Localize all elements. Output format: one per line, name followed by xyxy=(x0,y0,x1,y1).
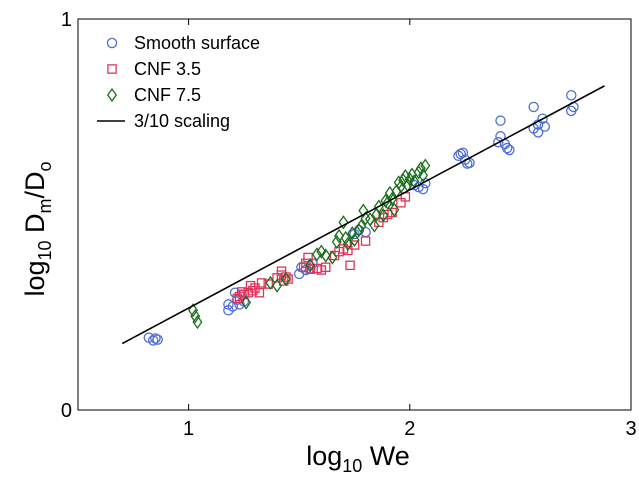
axis-ticks: 1 2 3 0 1 xyxy=(61,9,637,440)
legend-marker xyxy=(106,37,118,49)
y-tick-label: 0 xyxy=(61,400,72,422)
data-point xyxy=(387,191,398,206)
data-point xyxy=(316,244,327,259)
legend-label: CNF 3.5 xyxy=(134,59,201,79)
y-axis-label: log10 Dm/Do xyxy=(20,161,55,296)
data-point xyxy=(495,115,506,126)
data-point xyxy=(369,218,380,233)
data-point xyxy=(360,236,371,246)
data-point xyxy=(353,223,364,238)
data-point xyxy=(188,303,199,318)
data-point xyxy=(501,142,513,154)
legend: Smooth surface CNF 3.5 CNF 7.5 3/10 scaling xyxy=(97,33,260,131)
data-point xyxy=(190,309,201,324)
data-point xyxy=(349,232,360,248)
data-point xyxy=(305,264,316,274)
data-point xyxy=(566,89,577,101)
data-point xyxy=(272,278,283,293)
data-point xyxy=(342,236,353,251)
data-point xyxy=(389,202,400,217)
data-point xyxy=(539,121,550,132)
x-axis-label: log10 We xyxy=(306,441,410,476)
data-point xyxy=(245,280,256,291)
data-point xyxy=(415,161,426,176)
data-point xyxy=(338,215,349,230)
data-point xyxy=(413,165,424,180)
data-point xyxy=(528,101,539,113)
legend-marker xyxy=(107,64,117,74)
data-point xyxy=(327,250,338,265)
data-point xyxy=(349,240,360,250)
data-point xyxy=(265,275,276,291)
axis-label-text: We xyxy=(362,441,410,471)
data-point xyxy=(345,260,355,271)
scaling-line xyxy=(121,85,605,345)
legend-marker xyxy=(107,87,117,103)
data-point xyxy=(234,299,245,310)
legend-label: 3/10 scaling xyxy=(134,111,230,131)
axis-label-text: log xyxy=(306,441,342,471)
data-point xyxy=(241,295,252,310)
data-point xyxy=(236,287,247,297)
x-tick-label: 3 xyxy=(625,418,636,440)
data-point xyxy=(150,333,161,344)
data-point xyxy=(504,144,515,156)
data-point xyxy=(334,228,345,244)
data-point xyxy=(276,266,287,276)
data-point xyxy=(537,113,548,124)
data-point xyxy=(152,334,163,345)
legend-label: Smooth surface xyxy=(134,33,260,53)
x-tick-label: 2 xyxy=(404,418,415,440)
data-point xyxy=(320,248,331,263)
plot-border xyxy=(77,18,632,411)
data-point xyxy=(311,247,322,262)
axis-label-subscript: o xyxy=(35,161,55,171)
axis-label-text: D xyxy=(20,213,50,240)
data-point xyxy=(283,274,293,284)
data-point xyxy=(532,127,544,138)
data-point xyxy=(320,262,331,273)
axis-label-text: log xyxy=(20,261,50,297)
data-point xyxy=(356,219,367,234)
data-point xyxy=(418,168,429,183)
data-point xyxy=(343,245,353,256)
axis-label-subscript: m xyxy=(35,198,55,213)
data-point xyxy=(147,335,159,346)
data-point xyxy=(254,287,265,298)
data-point xyxy=(340,230,351,246)
axis-label-subscript: 10 xyxy=(342,456,362,476)
data-point xyxy=(247,285,258,296)
data-point xyxy=(192,314,203,330)
data-point xyxy=(305,258,316,273)
data-point xyxy=(331,234,342,250)
x-tick-label: 1 xyxy=(183,418,194,440)
plot-frame xyxy=(77,18,632,411)
data-point xyxy=(420,158,431,173)
data-point xyxy=(378,208,389,223)
axis-label-text: /D xyxy=(20,171,50,198)
legend-label: CNF 7.5 xyxy=(134,85,201,105)
data-marks xyxy=(121,85,605,346)
axis-label-subscript: 10 xyxy=(35,240,55,260)
y-tick-label: 1 xyxy=(61,9,72,31)
data-point xyxy=(280,271,291,287)
data-point xyxy=(493,136,504,148)
data-point xyxy=(417,183,429,195)
